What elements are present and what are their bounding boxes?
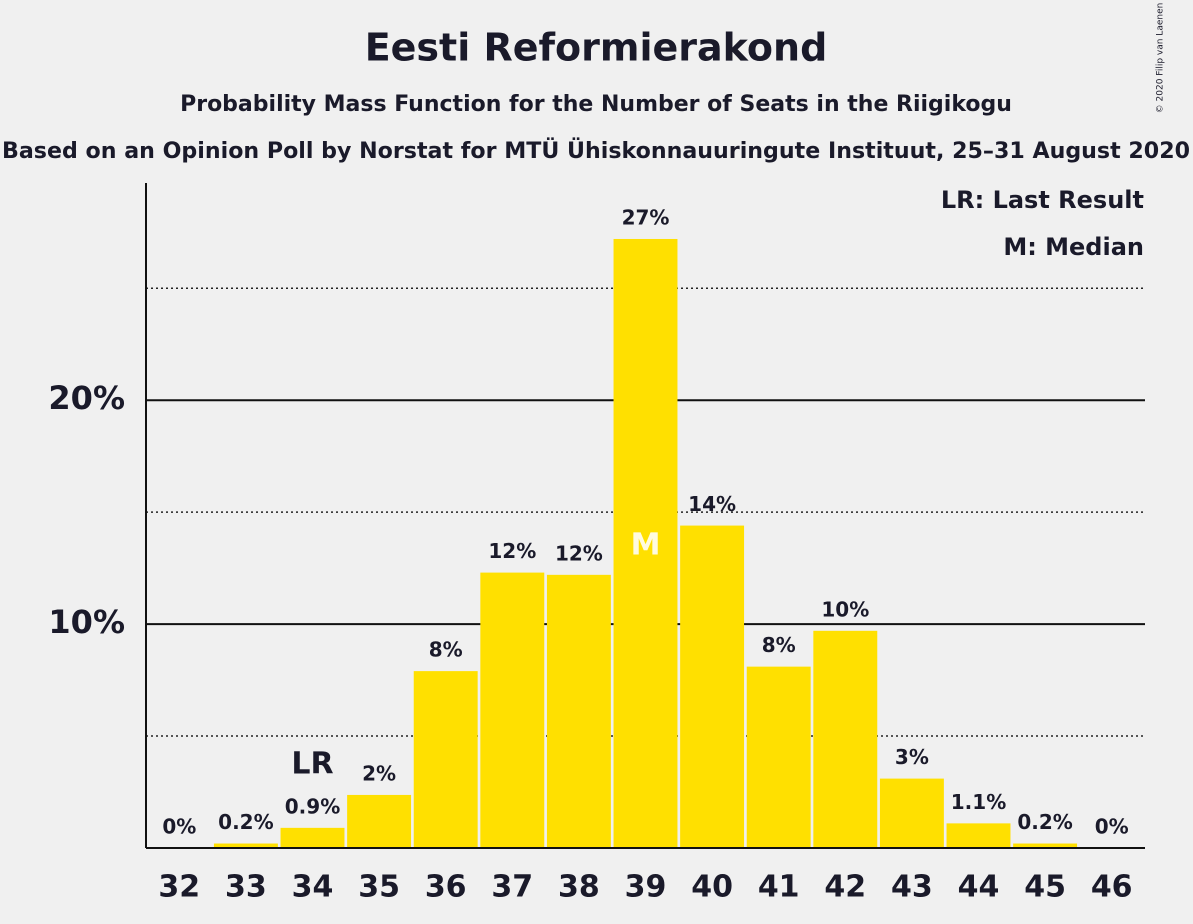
- x-tick-label: 33: [225, 870, 267, 905]
- annotation: LR: [291, 746, 333, 781]
- x-tick-label: 36: [425, 870, 467, 905]
- value-label: 0%: [1095, 815, 1129, 839]
- value-label: 0.2%: [218, 810, 273, 834]
- x-tick-label: 45: [1024, 870, 1066, 905]
- chart-source: Based on an Opinion Poll by Norstat for …: [2, 138, 1190, 164]
- x-tick-label: 46: [1091, 870, 1133, 905]
- annotation: M: [631, 527, 661, 562]
- x-tick-label: 35: [358, 870, 400, 905]
- x-tick-label: 44: [958, 870, 1000, 905]
- bar: [680, 525, 745, 848]
- value-label: 8%: [762, 633, 796, 657]
- bar: [213, 843, 278, 848]
- chart-subtitle: Probability Mass Function for the Number…: [180, 92, 1012, 117]
- value-label: 0.2%: [1017, 810, 1072, 834]
- x-tick-label: 38: [558, 870, 600, 905]
- value-label: 10%: [821, 597, 869, 621]
- value-label: 0%: [162, 815, 196, 839]
- bar: [879, 778, 944, 848]
- bar: [546, 574, 611, 848]
- value-label: 0.9%: [285, 794, 340, 818]
- bar: [613, 238, 678, 848]
- bar: [347, 794, 412, 848]
- bar: [946, 823, 1011, 848]
- value-label: 27%: [622, 205, 670, 229]
- y-tick-label: 20%: [48, 379, 125, 417]
- bar: [413, 671, 478, 848]
- value-label: 8%: [429, 638, 463, 662]
- x-tick-label: 41: [758, 870, 800, 905]
- x-tick-label: 39: [625, 870, 667, 905]
- value-label: 2%: [362, 761, 396, 785]
- legend-entry: LR: Last Result: [941, 186, 1144, 214]
- value-label: 12%: [488, 539, 536, 563]
- value-label: 12%: [555, 541, 603, 565]
- y-tick-label: 10%: [48, 603, 125, 641]
- bar: [280, 827, 345, 848]
- value-label: 14%: [688, 492, 736, 516]
- bar: [1013, 843, 1078, 848]
- x-tick-label: 32: [158, 870, 200, 905]
- bar: [746, 666, 811, 848]
- bar: [480, 572, 545, 848]
- x-tick-label: 43: [891, 870, 933, 905]
- value-label: 1.1%: [951, 790, 1006, 814]
- legend-entry: M: Median: [1003, 233, 1144, 261]
- x-tick-label: 42: [824, 870, 866, 905]
- value-label: 3%: [895, 745, 929, 769]
- x-tick-label: 40: [691, 870, 733, 905]
- bar: [813, 630, 878, 848]
- x-tick-label: 37: [491, 870, 533, 905]
- chart-title: Eesti Reformierakond: [365, 26, 828, 70]
- copyright: © 2020 Filip van Laenen: [1156, 3, 1166, 114]
- x-tick-label: 34: [292, 870, 334, 905]
